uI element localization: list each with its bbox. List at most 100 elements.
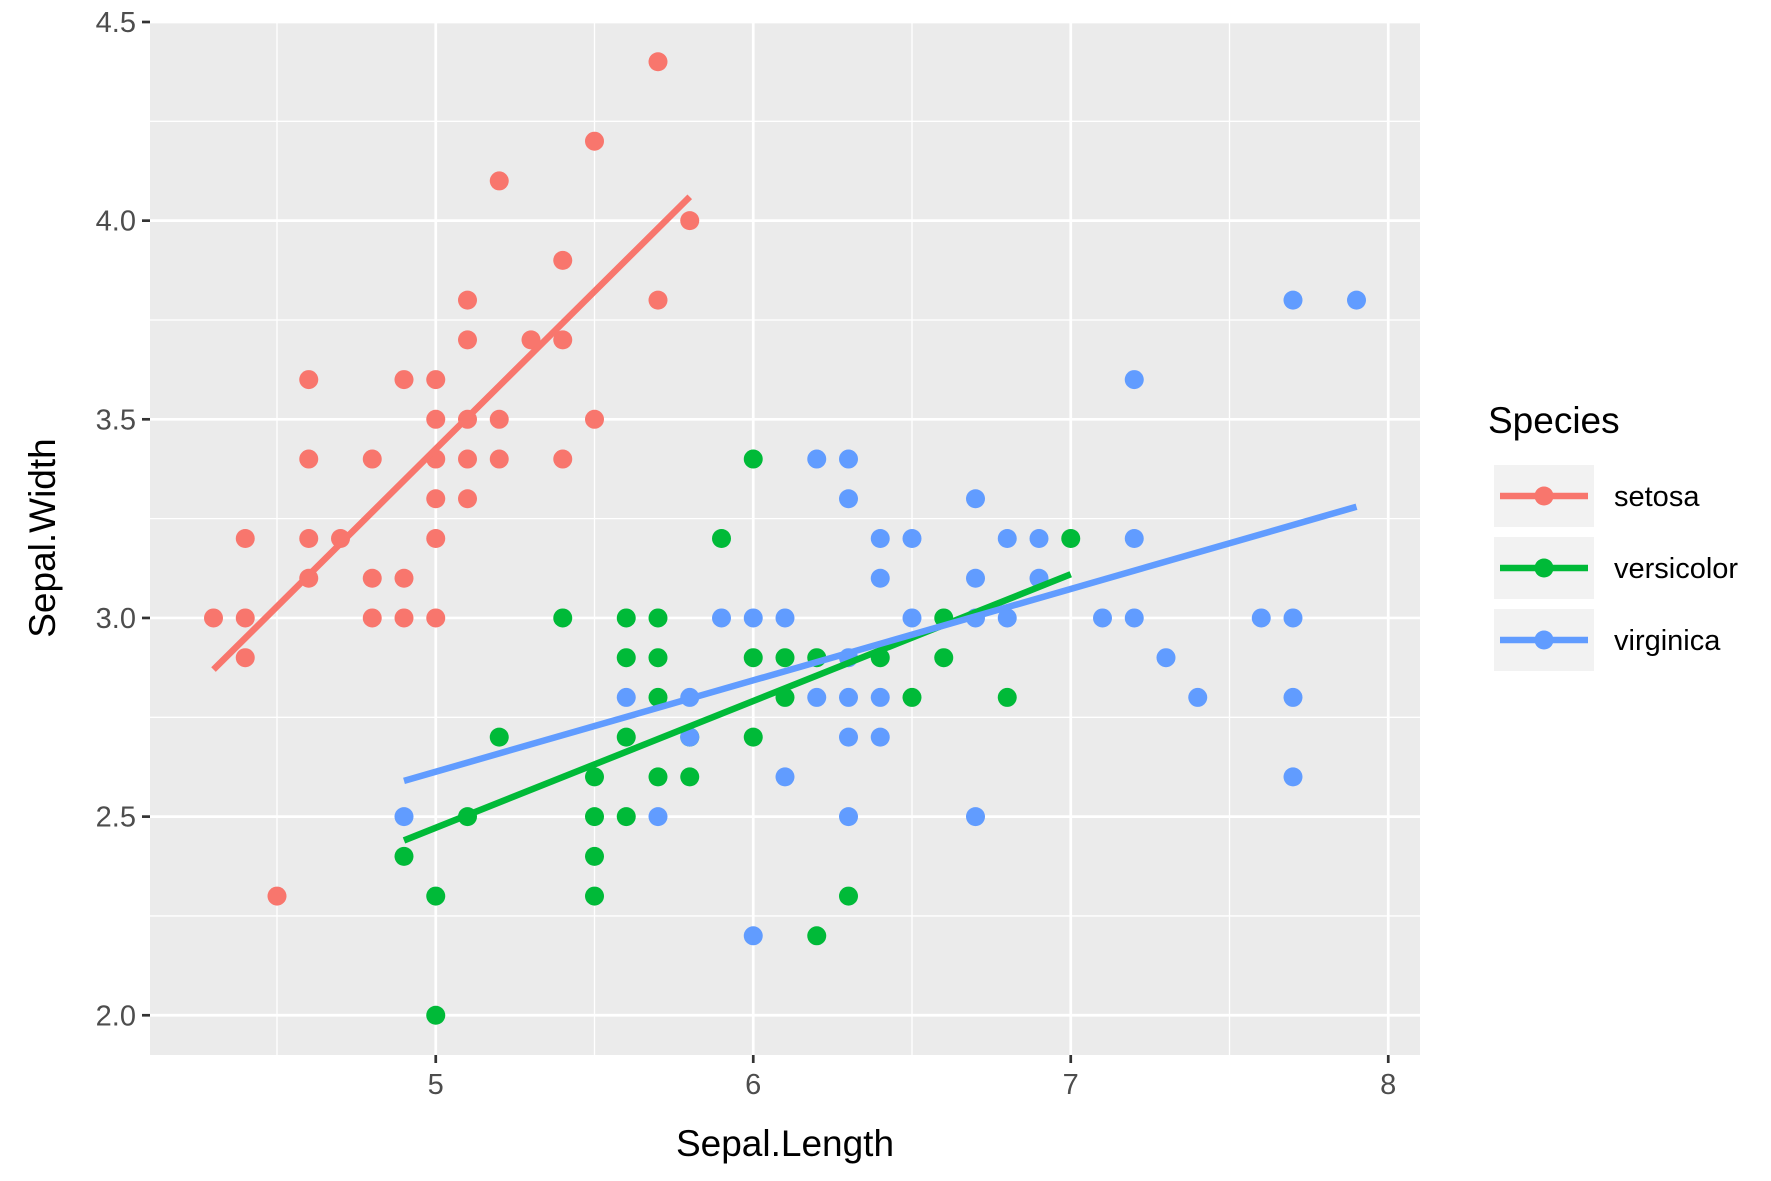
point-setosa: [426, 370, 446, 390]
point-setosa: [648, 52, 668, 72]
point-virginica: [648, 807, 668, 827]
point-versicolor: [680, 767, 700, 787]
point-setosa: [680, 211, 700, 231]
point-virginica: [616, 687, 636, 707]
point-setosa: [235, 529, 255, 548]
point-setosa: [299, 370, 319, 390]
legend-items: setosa versicolor virginica: [1494, 465, 1738, 671]
fit-line-setosa: [211, 194, 693, 672]
point-versicolor: [585, 807, 604, 827]
point-setosa: [426, 409, 446, 429]
point-virginica: [839, 687, 858, 707]
point-virginica: [870, 529, 890, 548]
point-virginica: [1093, 608, 1112, 628]
legend-label-setosa: setosa: [1614, 481, 1700, 513]
point-setosa: [362, 449, 382, 469]
point-setosa: [489, 409, 509, 429]
point-setosa: [648, 290, 668, 310]
fit-lines-layer: [211, 194, 1358, 844]
legend-label-versicolor: versicolor: [1614, 553, 1738, 585]
point-versicolor: [616, 608, 636, 628]
point-virginica: [1124, 608, 1144, 628]
point-versicolor: [553, 608, 573, 628]
point-versicolor: [712, 529, 731, 548]
point-versicolor: [648, 767, 668, 787]
point-virginica: [870, 727, 890, 747]
point-setosa: [489, 449, 509, 469]
legend-title: Species: [1488, 400, 1620, 441]
point-virginica: [839, 727, 858, 747]
point-virginica: [870, 687, 890, 707]
legend-label-virginica: virginica: [1614, 625, 1721, 657]
point-setosa: [458, 449, 477, 469]
point-versicolor: [648, 608, 668, 628]
point-virginica: [1029, 529, 1049, 548]
x-tick-label: 7: [1063, 1069, 1079, 1101]
point-virginica: [966, 568, 985, 588]
point-versicolor: [743, 648, 763, 668]
point-versicolor: [902, 687, 922, 707]
point-virginica: [839, 489, 858, 509]
point-virginica: [902, 529, 922, 548]
point-setosa: [235, 608, 255, 628]
x-axis-title: Sepal.Length: [676, 1123, 894, 1164]
point-setosa: [426, 489, 446, 509]
point-virginica: [743, 608, 763, 628]
point-setosa: [553, 250, 573, 270]
point-virginica: [807, 687, 827, 707]
fit-line-virginica: [403, 503, 1358, 784]
y-tick-label: 3.5: [96, 404, 136, 436]
point-setosa: [267, 886, 287, 906]
point-setosa: [299, 529, 319, 548]
point-virginica: [870, 568, 890, 588]
point-virginica: [775, 608, 795, 628]
point-setosa: [426, 608, 446, 628]
point-setosa: [362, 608, 382, 628]
point-virginica: [966, 807, 985, 827]
point-virginica: [1283, 290, 1303, 310]
point-setosa: [458, 489, 477, 509]
point-versicolor: [394, 846, 414, 866]
point-virginica: [997, 529, 1017, 548]
point-virginica: [712, 608, 731, 628]
point-versicolor: [997, 687, 1017, 707]
legend: Species setosa versicolor virginica: [1488, 400, 1738, 671]
point-versicolor: [743, 727, 763, 747]
point-versicolor: [426, 886, 446, 906]
point-virginica: [1283, 687, 1303, 707]
point-versicolor: [839, 886, 858, 906]
point-virginica: [680, 727, 700, 747]
point-versicolor: [648, 648, 668, 668]
x-tick-label: 8: [1380, 1069, 1396, 1101]
point-versicolor: [775, 648, 795, 668]
axis-ticks: 5 6 7 8 2.0 2.5 3.0 3.5 4.0 4.5: [96, 7, 1397, 1101]
point-setosa: [204, 608, 223, 628]
point-virginica: [997, 608, 1017, 628]
point-versicolor: [585, 846, 604, 866]
legend-key-point: [1534, 558, 1554, 578]
point-setosa: [235, 648, 255, 668]
point-setosa: [553, 330, 573, 350]
y-tick-label: 2.5: [96, 802, 136, 834]
point-virginica: [1283, 608, 1303, 628]
y-tick-label: 4.0: [96, 206, 136, 238]
point-virginica: [839, 449, 858, 469]
point-setosa: [553, 449, 573, 469]
point-versicolor: [616, 648, 636, 668]
point-virginica: [775, 767, 795, 787]
plot-panel: [150, 22, 1420, 1055]
point-virginica: [807, 449, 827, 469]
y-tick-label: 2.0: [96, 1000, 136, 1032]
point-versicolor: [807, 926, 827, 946]
point-virginica: [1188, 687, 1208, 707]
point-versicolor: [616, 807, 636, 827]
point-virginica: [1347, 290, 1366, 310]
point-versicolor: [1061, 529, 1081, 548]
point-virginica: [743, 926, 763, 946]
y-axis-title: Sepal.Width: [22, 438, 63, 638]
point-setosa: [426, 529, 446, 548]
point-versicolor: [648, 687, 668, 707]
point-setosa: [362, 568, 382, 588]
